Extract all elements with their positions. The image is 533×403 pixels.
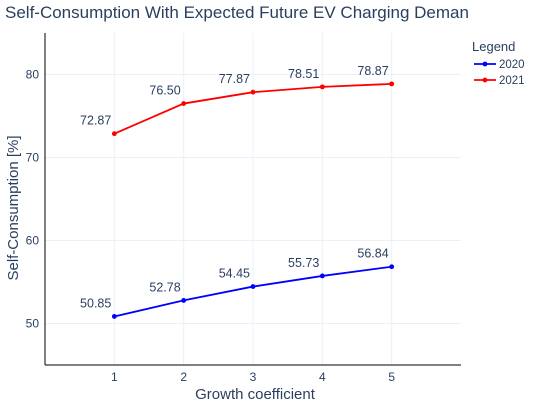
x-tick-label: 1 bbox=[111, 370, 118, 384]
legend-label: 2021 bbox=[499, 75, 525, 87]
y-tick-labels: 50 60 70 80 bbox=[26, 68, 40, 331]
axes bbox=[44, 33, 461, 366]
data-point bbox=[319, 273, 325, 279]
data-point bbox=[389, 81, 395, 87]
data-point bbox=[319, 84, 325, 90]
y-tick-label: 50 bbox=[26, 317, 40, 331]
data-label: 56.84 bbox=[357, 247, 388, 261]
x-tick-labels: 1 2 3 4 5 bbox=[111, 370, 395, 384]
y-tick-label: 80 bbox=[26, 68, 40, 82]
legend-marker bbox=[482, 77, 488, 83]
series-2021: 72.87 76.50 77.87 78.51 78.87 bbox=[80, 64, 395, 137]
data-label: 52.78 bbox=[149, 280, 180, 294]
legend-title: Legend bbox=[472, 39, 515, 54]
legend-label: 2020 bbox=[499, 59, 525, 71]
legend-item-2020: 2020 bbox=[474, 59, 525, 71]
legend-item-2021: 2021 bbox=[474, 75, 525, 87]
data-point bbox=[250, 89, 256, 95]
gridlines bbox=[45, 33, 461, 365]
y-tick-label: 70 bbox=[26, 151, 40, 165]
legend: Legend 2020 2021 bbox=[472, 39, 525, 87]
data-label: 72.87 bbox=[80, 114, 111, 128]
data-label: 55.73 bbox=[288, 256, 319, 270]
y-tick-label: 60 bbox=[26, 234, 40, 248]
data-point bbox=[250, 284, 256, 289]
x-tick-label: 4 bbox=[319, 370, 326, 384]
series-2020: 50.85 52.78 54.45 55.73 56.84 bbox=[80, 247, 395, 319]
x-tick-label: 3 bbox=[250, 370, 257, 384]
chart-title: Self-Consumption With Expected Future EV… bbox=[5, 3, 469, 22]
x-axis-title: Growth coefficient bbox=[195, 386, 316, 403]
series-layer: 50.85 52.78 54.45 55.73 56.84 72.87 76.50 77.87… bbox=[80, 64, 395, 319]
data-label: 78.87 bbox=[357, 64, 388, 78]
legend-marker bbox=[482, 61, 488, 67]
data-label: 76.50 bbox=[149, 84, 180, 98]
data-label: 77.87 bbox=[219, 72, 250, 86]
x-tick-label: 5 bbox=[388, 370, 395, 384]
y-axis-title: Self-Consumption [%] bbox=[5, 135, 22, 280]
data-point bbox=[181, 101, 187, 106]
data-label: 78.51 bbox=[288, 67, 319, 81]
data-point bbox=[181, 298, 187, 303]
x-tick-label: 2 bbox=[180, 370, 187, 384]
data-point bbox=[111, 131, 117, 137]
data-label: 54.45 bbox=[219, 267, 250, 281]
data-point bbox=[111, 314, 117, 319]
data-label: 50.85 bbox=[80, 296, 111, 310]
data-point bbox=[389, 264, 395, 270]
